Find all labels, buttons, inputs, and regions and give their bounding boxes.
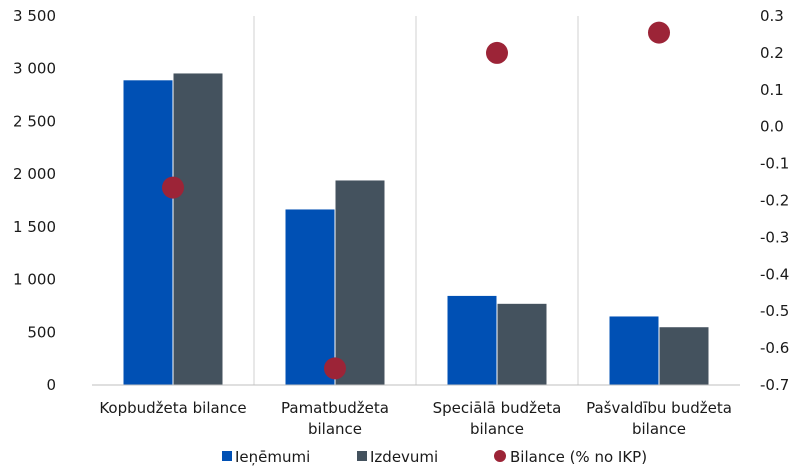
- right-tick-label: -0.1: [760, 155, 789, 173]
- bar-revenue: [285, 209, 335, 385]
- balance-point: [648, 21, 670, 44]
- right-tick-label: -0.4: [760, 265, 789, 283]
- right-tick-label: 0.0: [760, 118, 784, 136]
- legend-label: Ieņēmumi: [235, 448, 310, 466]
- right-tick-label: 0.1: [760, 81, 784, 99]
- bar-revenue: [609, 316, 659, 385]
- bar-expenditure: [659, 327, 709, 385]
- right-tick-label: -0.2: [760, 192, 789, 210]
- bar-expenditure: [497, 303, 547, 385]
- category-label: Kopbudžeta bilance: [99, 399, 246, 417]
- bar-expenditure: [173, 73, 223, 386]
- right-tick-label: -0.5: [760, 302, 789, 320]
- left-tick-label: 3 000: [13, 60, 56, 78]
- category-label: bilance: [632, 420, 686, 438]
- category-labels: Kopbudžeta bilance Pamatbudžeta bilance Spe…: [99, 399, 732, 438]
- left-tick-label: 2 000: [13, 165, 56, 183]
- right-tick-label: -0.7: [760, 376, 789, 394]
- grid-lines: [253, 16, 579, 385]
- category-label: Pašvaldību budžeta: [586, 399, 732, 417]
- bar-expenditure: [335, 180, 385, 385]
- balance-points: [162, 21, 670, 380]
- legend: Ieņēmumi Izdevumi Bilance (% no IKP): [222, 448, 647, 466]
- right-tick-label: -0.6: [760, 339, 789, 357]
- legend-swatch: [222, 451, 232, 461]
- category-label: bilance: [308, 420, 362, 438]
- left-tick-label: 2 500: [13, 112, 56, 130]
- balance-point: [324, 357, 346, 380]
- right-tick-label: 0.2: [760, 44, 784, 62]
- legend-swatch: [494, 450, 506, 462]
- right-tick-label: 0.3: [760, 7, 784, 25]
- right-axis-tick-labels: -0.7 -0.6 -0.5 -0.4 -0.3 -0.2 -0.1 0.0 0.1 0.2 0.3: [760, 7, 789, 394]
- left-tick-label: 0: [46, 376, 56, 394]
- balance-point: [162, 176, 184, 199]
- balance-point: [486, 41, 508, 64]
- left-tick-label: 500: [27, 323, 56, 341]
- bar-series: [123, 73, 709, 386]
- category-label: bilance: [470, 420, 524, 438]
- legend-swatch: [357, 451, 367, 461]
- bar-revenue: [123, 80, 173, 385]
- bar-revenue: [447, 295, 497, 385]
- right-tick-label: -0.3: [760, 228, 789, 246]
- category-label: Pamatbudžeta: [281, 399, 389, 417]
- left-tick-label: 3 500: [13, 7, 56, 25]
- category-label: Speciālā budžeta: [433, 399, 562, 417]
- left-axis-tick-labels: 0 500 1 000 1 500 2 000 2 500 3 000 3 500: [13, 7, 56, 394]
- legend-label: Bilance (% no IKP): [510, 448, 647, 466]
- legend-label: Izdevumi: [370, 448, 438, 466]
- left-tick-label: 1 000: [13, 271, 56, 289]
- left-tick-label: 1 500: [13, 218, 56, 236]
